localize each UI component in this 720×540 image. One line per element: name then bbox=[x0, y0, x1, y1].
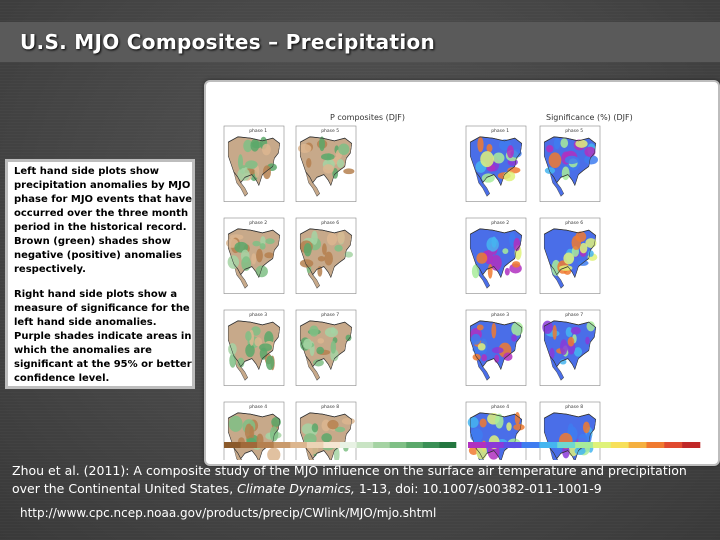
explanation-box: Left hand side plots show precipitation … bbox=[5, 159, 195, 389]
significance-phase-2-map: phase 2 bbox=[465, 217, 527, 294]
anomaly-phase-6-map: phase 6 bbox=[295, 217, 357, 294]
significance-phase-7-label: phase 7 bbox=[565, 312, 583, 318]
anomaly-colorbar-segment bbox=[389, 442, 407, 448]
significance-phase-3-map: phase 3 bbox=[465, 309, 527, 386]
significance-phase-8-label: phase 8 bbox=[565, 404, 583, 410]
anomaly-phase-4-label: phase 4 bbox=[249, 404, 267, 410]
anomaly-colorbar-segment bbox=[340, 442, 357, 448]
composite-figure-svg: P composites (DJF) Significance (%) (DJF… bbox=[223, 113, 701, 478]
significance-phase-6-label: phase 6 bbox=[565, 220, 583, 226]
anomaly-phase-7-label: phase 7 bbox=[321, 312, 339, 318]
anomaly-colorbar-segment bbox=[323, 442, 341, 448]
anomaly-colorbar-segment bbox=[439, 442, 457, 448]
significance-colorbar-segment bbox=[682, 442, 701, 448]
citation-journal: Climate Dynamics, bbox=[237, 481, 355, 496]
anomaly-phase-7-map: phase 7 bbox=[295, 309, 357, 386]
anomaly-phase-8-map: phase 8 bbox=[295, 401, 357, 478]
significance-colorbar-segment bbox=[521, 442, 540, 448]
anomaly-phase-2-label: phase 2 bbox=[249, 220, 267, 226]
significance-phase-1-map: phase 1 bbox=[465, 125, 527, 202]
citation: Zhou et al. (2011): A composite study of… bbox=[12, 462, 712, 498]
anomaly-phase-4-map: phase 4 bbox=[223, 401, 285, 478]
anomaly-phase-3-map: phase 3 bbox=[223, 309, 285, 386]
anomaly-colorbar-segment bbox=[373, 442, 391, 448]
significance-phase-4-label: phase 4 bbox=[491, 404, 509, 410]
anomaly-colorbar-segment bbox=[290, 442, 308, 448]
significance-colorbar-segment bbox=[539, 442, 558, 448]
significance-colorbar-segment bbox=[575, 442, 594, 448]
anomaly-phase-5-label: phase 5 bbox=[321, 128, 339, 134]
anomaly-phase-3-label: phase 3 bbox=[249, 312, 267, 318]
anomaly-colorbar-segment bbox=[224, 442, 241, 448]
right-panel-title: Significance (%) (DJF) bbox=[546, 113, 633, 122]
anomaly-phase-5-map: phase 5 bbox=[295, 125, 357, 202]
significance-colorbar-segment bbox=[628, 442, 647, 448]
anomaly-phase-8-label: phase 8 bbox=[321, 404, 339, 410]
significance-phase-8-map: phase 8 bbox=[539, 401, 601, 478]
composite-figure: P composites (DJF) Significance (%) (DJF… bbox=[204, 80, 720, 478]
anomaly-phase-1-label: phase 1 bbox=[249, 128, 267, 134]
title-bar bbox=[0, 22, 720, 62]
significance-phase-6-map: phase 6 bbox=[539, 217, 601, 294]
significance-phase-5-label: phase 5 bbox=[565, 128, 583, 134]
significance-phase-2-label: phase 2 bbox=[491, 220, 509, 226]
anomaly-colorbar-segment bbox=[240, 442, 258, 448]
anomaly-colorbar-segment bbox=[306, 442, 324, 448]
anomaly-colorbar-segment bbox=[273, 442, 291, 448]
anomaly-colorbar-segment bbox=[422, 442, 440, 448]
significance-colorbar-segment bbox=[485, 442, 504, 448]
anomaly-phase-6-label: phase 6 bbox=[321, 220, 339, 226]
source-url: http://www.cpc.ncep.noaa.gov/products/pr… bbox=[20, 506, 437, 520]
significance-phase-7-map: phase 7 bbox=[539, 309, 601, 386]
significance-colorbar-segment bbox=[503, 442, 522, 448]
significance-colorbar-segment bbox=[468, 442, 487, 448]
citation-authors: Zhou et al. (2011): A composite study of… bbox=[12, 463, 687, 496]
citation-details: 1-13, doi: 10.1007/s00382-011-1001-9 bbox=[358, 481, 602, 496]
significance-colorbar-segment bbox=[592, 442, 612, 448]
left-plots-explanation: Left hand side plots show precipitation … bbox=[14, 166, 193, 275]
significance-phase-5-map: phase 5 bbox=[539, 125, 601, 202]
slide-title: U.S. MJO Composites – Precipitation bbox=[20, 30, 436, 54]
significance-colorbar-segment bbox=[664, 442, 683, 448]
anomaly-phase-2-map: phase 2 bbox=[223, 217, 285, 294]
anomaly-phase-1-map: phase 1 bbox=[223, 125, 285, 202]
significance-colorbar-segment bbox=[610, 442, 629, 448]
left-panel-title: P composites (DJF) bbox=[330, 113, 405, 122]
significance-phase-4-map: phase 4 bbox=[465, 401, 527, 478]
significance-phase-1-label: phase 1 bbox=[491, 128, 509, 134]
anomaly-colorbar-segment bbox=[356, 442, 374, 448]
right-plots-explanation: Right hand side plots show a measure of … bbox=[14, 289, 192, 384]
anomaly-colorbar-segment bbox=[257, 442, 275, 448]
significance-phase-3-label: phase 3 bbox=[491, 312, 509, 318]
significance-colorbar-segment bbox=[646, 442, 665, 448]
significance-colorbar-segment bbox=[557, 442, 576, 448]
anomaly-colorbar-segment bbox=[406, 442, 424, 448]
